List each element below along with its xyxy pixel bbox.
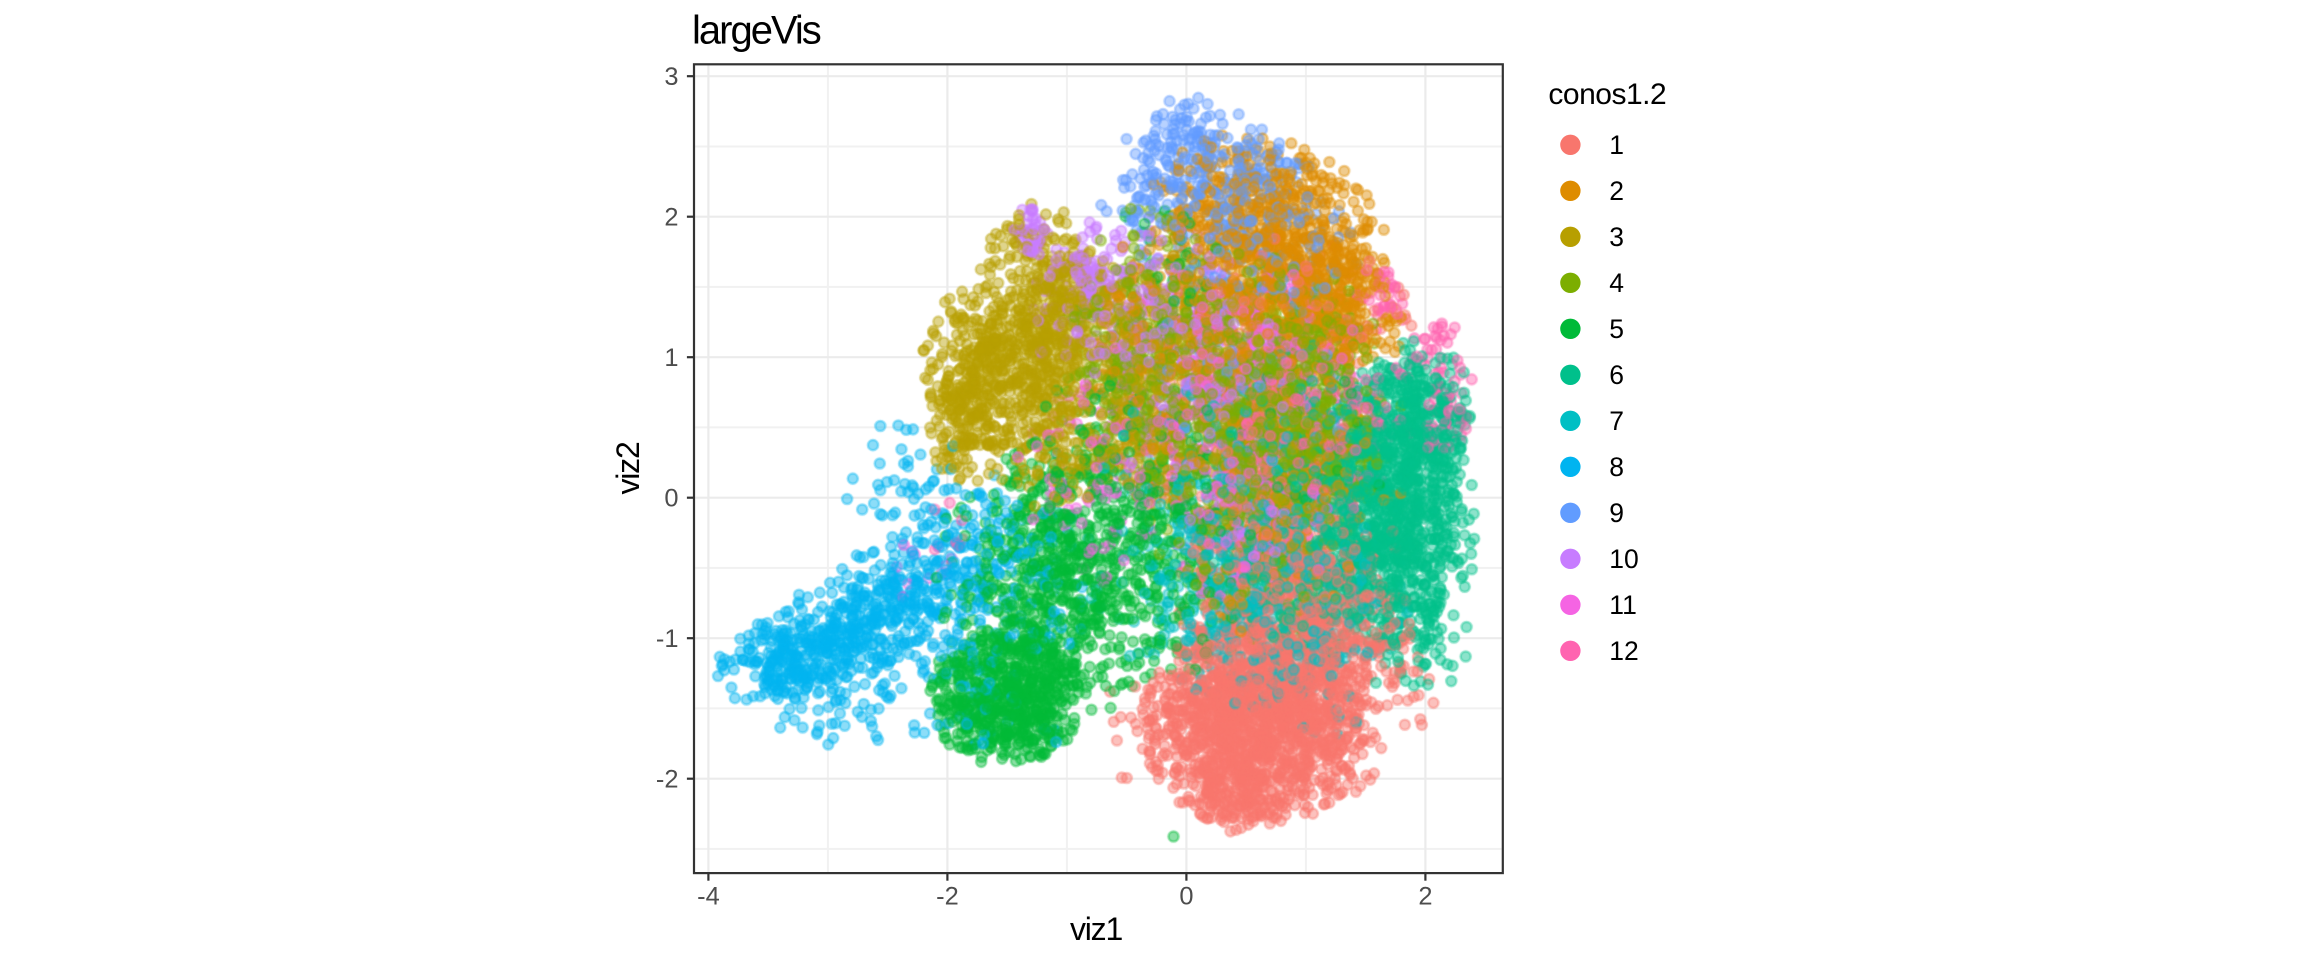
svg-text:-4: -4 [697, 883, 720, 911]
svg-text:4: 4 [1609, 268, 1624, 298]
svg-text:1: 1 [1609, 130, 1624, 160]
svg-text:12: 12 [1609, 636, 1638, 666]
svg-text:viz2: viz2 [610, 442, 646, 495]
svg-text:2: 2 [1609, 176, 1624, 206]
svg-text:largeVis: largeVis [692, 9, 821, 53]
svg-text:8: 8 [1609, 452, 1624, 482]
svg-text:2: 2 [664, 204, 678, 232]
svg-text:-1: -1 [656, 625, 679, 653]
svg-text:viz1: viz1 [1070, 911, 1123, 947]
svg-text:7: 7 [1609, 406, 1624, 436]
svg-text:0: 0 [664, 485, 678, 513]
svg-text:10: 10 [1609, 544, 1638, 574]
svg-text:-2: -2 [936, 883, 959, 911]
svg-text:conos1.2: conos1.2 [1548, 78, 1666, 111]
svg-text:3: 3 [664, 63, 678, 91]
svg-text:3: 3 [1609, 222, 1624, 252]
svg-text:5: 5 [1609, 314, 1624, 344]
svg-text:11: 11 [1609, 590, 1637, 620]
svg-text:2: 2 [1418, 883, 1432, 911]
svg-text:-2: -2 [656, 766, 679, 794]
svg-text:1: 1 [664, 344, 678, 372]
svg-text:6: 6 [1609, 360, 1624, 390]
svg-text:0: 0 [1179, 883, 1193, 911]
svg-text:9: 9 [1609, 498, 1624, 528]
